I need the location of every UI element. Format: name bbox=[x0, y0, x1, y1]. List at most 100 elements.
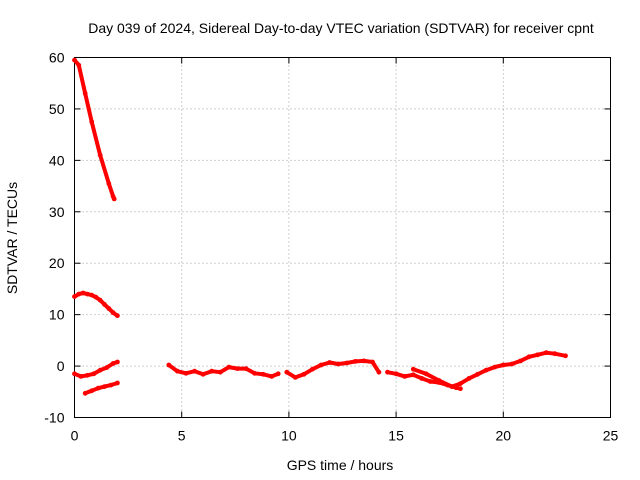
plot-frame bbox=[74, 57, 611, 418]
data-point bbox=[89, 388, 95, 394]
data-point bbox=[76, 62, 82, 68]
data-point bbox=[85, 291, 90, 297]
data-point bbox=[419, 376, 425, 381]
axis-ticks: 0 5 10 15 20 25 -10 0 10 20 30 40 50 60 bbox=[44, 50, 618, 444]
data-point bbox=[275, 371, 281, 377]
data-point bbox=[318, 362, 324, 368]
series-line-arc-descending bbox=[72, 58, 117, 201]
data-point bbox=[327, 360, 332, 365]
data-point bbox=[370, 359, 375, 365]
data-point bbox=[243, 366, 249, 371]
data-point bbox=[284, 369, 290, 375]
data-point bbox=[108, 382, 114, 388]
y-tick-label: 50 bbox=[49, 101, 65, 117]
data-point bbox=[292, 375, 298, 380]
y-axis-label: SDTVAR / TECUs bbox=[4, 182, 20, 294]
data-point bbox=[458, 386, 463, 392]
x-tick-label: 5 bbox=[178, 428, 186, 444]
data-point bbox=[226, 364, 232, 370]
data-point bbox=[200, 371, 206, 377]
x-axis-label: GPS time / hours bbox=[287, 457, 394, 473]
data-point bbox=[175, 368, 180, 374]
data-point bbox=[97, 367, 103, 373]
data-point bbox=[110, 361, 116, 366]
data-point bbox=[115, 313, 120, 319]
x-tick-label: 20 bbox=[496, 428, 512, 444]
data-point bbox=[423, 371, 429, 377]
data-point bbox=[376, 369, 382, 375]
data-point bbox=[91, 371, 97, 377]
data-point bbox=[526, 354, 532, 360]
data-point bbox=[85, 372, 90, 378]
data-point bbox=[410, 366, 416, 372]
data-point bbox=[552, 351, 558, 357]
data-point bbox=[104, 365, 110, 370]
data-point bbox=[410, 372, 416, 378]
data-point bbox=[518, 358, 523, 364]
chart-title: Day 039 of 2024, Sidereal Day-to-day VTE… bbox=[88, 20, 594, 36]
data-point bbox=[335, 361, 341, 367]
x-tick-label: 0 bbox=[71, 428, 79, 444]
data-point bbox=[115, 359, 120, 365]
data-point bbox=[78, 374, 84, 379]
data-point bbox=[82, 390, 88, 396]
data-point bbox=[110, 310, 116, 315]
data-point bbox=[80, 290, 86, 296]
y-tick-label: 30 bbox=[49, 204, 65, 220]
data-point bbox=[475, 371, 480, 377]
data-point bbox=[500, 362, 506, 368]
data-point bbox=[402, 374, 408, 379]
data-point bbox=[543, 350, 549, 356]
data-point bbox=[115, 380, 120, 386]
data-point bbox=[72, 57, 77, 63]
data-point bbox=[535, 352, 540, 358]
y-tick-label: 40 bbox=[49, 152, 65, 168]
data-point bbox=[353, 359, 358, 364]
data-point bbox=[97, 152, 103, 158]
data-point bbox=[301, 371, 307, 377]
x-tick-label: 15 bbox=[388, 428, 404, 444]
data-point bbox=[192, 368, 198, 374]
data-point bbox=[458, 381, 463, 386]
data-point bbox=[166, 362, 172, 368]
data-point bbox=[106, 306, 112, 311]
data-point bbox=[95, 385, 101, 391]
data-point bbox=[269, 374, 275, 379]
data-point bbox=[385, 369, 390, 375]
y-tick-label: 20 bbox=[49, 255, 65, 271]
data-point bbox=[252, 370, 257, 376]
data-point bbox=[436, 378, 442, 383]
y-tick-label: 0 bbox=[57, 358, 65, 374]
data-point bbox=[563, 353, 568, 359]
data-series bbox=[72, 57, 568, 396]
data-point bbox=[89, 292, 95, 298]
data-point bbox=[310, 366, 315, 372]
data-point bbox=[106, 181, 112, 186]
data-point bbox=[361, 358, 367, 364]
data-point bbox=[82, 91, 88, 96]
data-point bbox=[209, 368, 215, 374]
data-point bbox=[466, 376, 472, 381]
data-point bbox=[344, 360, 350, 366]
data-point bbox=[235, 366, 240, 371]
data-point bbox=[102, 302, 107, 307]
data-point bbox=[509, 361, 515, 367]
data-point bbox=[97, 297, 103, 303]
data-point bbox=[93, 294, 99, 300]
data-point bbox=[76, 291, 82, 297]
data-point bbox=[260, 371, 266, 377]
data-point bbox=[393, 371, 399, 377]
y-tick-label: 60 bbox=[49, 50, 65, 66]
grid-lines bbox=[74, 57, 611, 418]
data-point bbox=[72, 371, 77, 377]
x-tick-label: 10 bbox=[281, 428, 297, 444]
x-tick-label: 25 bbox=[603, 428, 619, 444]
data-point bbox=[492, 364, 498, 370]
data-point bbox=[217, 369, 223, 375]
y-tick-label: 10 bbox=[49, 307, 65, 323]
data-point bbox=[102, 384, 107, 389]
data-point bbox=[449, 384, 455, 389]
y-tick-label: -10 bbox=[44, 410, 64, 426]
data-point bbox=[72, 294, 77, 299]
